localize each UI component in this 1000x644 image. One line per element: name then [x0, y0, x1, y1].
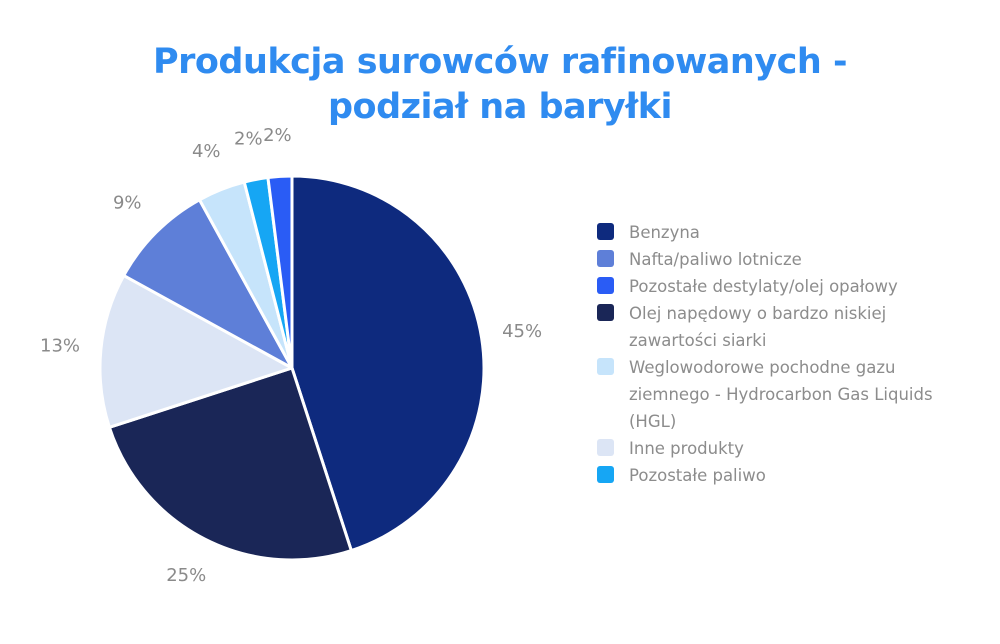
legend-swatch-hgl [597, 358, 614, 375]
pie-slice-olej-napedowy-o-bardzo-niskiej-zawartosc [107, 366, 353, 562]
pie-label-nafta-paliwo-lotnicze: 9% [113, 193, 142, 214]
legend-item-inne: Inne produkty [597, 435, 977, 462]
chart-legend: Benzyna Nafta/paliwo lotnicze Pozostałe … [597, 219, 977, 489]
legend-swatch-pozostale-paliwo [597, 466, 614, 483]
legend-item-benzyna: Benzyna [597, 219, 977, 246]
pie-slice-benzyna [290, 174, 486, 553]
legend-label-benzyna: Benzyna [629, 223, 700, 242]
pie-label-weglowodorowe-pochodne-gazu-ziemnego-hyd: 4% [192, 141, 221, 162]
legend-item-olej-napedowy: Olej napędowy o bardzo niskiej zawartośc… [597, 300, 977, 354]
legend-label-inne: Inne produkty [629, 439, 744, 458]
legend-swatch-benzyna [597, 223, 614, 240]
pie-label-inne-produkty: 13% [40, 336, 80, 357]
legend-item-hgl: Weglowodorowe pochodne gazu ziemnego - H… [597, 354, 977, 435]
pie-slice-nafta-paliwo-lotnicze [122, 198, 294, 370]
legend-item-destylaty: Pozostałe destylaty/olej opałowy [597, 273, 977, 300]
pie-label-olej-napedowy-o-bardzo-niskiej-zawartosc: 25% [166, 565, 206, 586]
legend-swatch-destylaty [597, 277, 614, 294]
legend-label-nafta: Nafta/paliwo lotnicze [629, 250, 802, 269]
legend-label-hgl: Weglowodorowe pochodne gazu ziemnego - H… [629, 358, 933, 431]
legend-swatch-inne [597, 439, 614, 456]
legend-label-olej-napedowy: Olej napędowy o bardzo niskiej zawartośc… [629, 304, 887, 350]
chart-title-line-1: Produkcja surowców rafinowanych - [152, 42, 848, 82]
legend-item-nafta: Nafta/paliwo lotnicze [597, 246, 977, 273]
legend-label-pozostale-paliwo: Pozostałe paliwo [629, 466, 766, 485]
legend-swatch-olej-napedowy [597, 304, 614, 321]
legend-label-destylaty: Pozostałe destylaty/olej opałowy [629, 277, 898, 296]
pie-label-pozostale-destylaty-olej-opalowy: 2% [263, 125, 292, 146]
chart-title: Produkcja surowców rafinowanych - podzia… [0, 40, 1000, 130]
legend-item-pozostale-paliwo: Pozostałe paliwo [597, 462, 977, 489]
pie-label-pozostale-paliwo: 2% [234, 129, 263, 150]
pie-slice-inne-produkty [98, 274, 294, 429]
chart-title-line-2: podział na baryłki [327, 87, 673, 127]
pie-label-benzyna: 45% [502, 321, 542, 342]
legend-swatch-nafta [597, 250, 614, 267]
pie-slice-pozostale-destylaty-olej-opalowy [266, 174, 294, 370]
